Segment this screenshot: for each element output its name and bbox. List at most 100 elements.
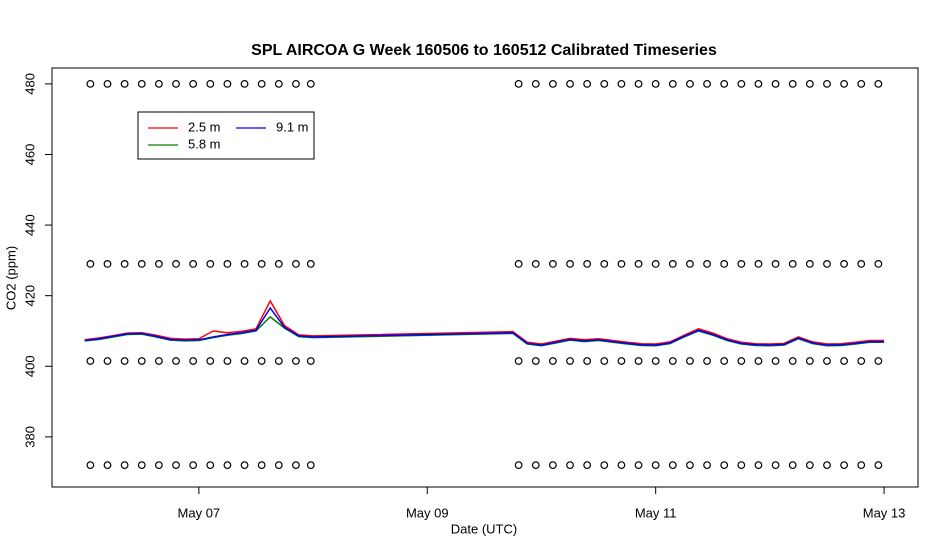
calibration-point (306, 260, 315, 268)
calibration-point (86, 79, 95, 88)
calibration-point (240, 461, 249, 470)
calibration-point (600, 357, 609, 365)
calibration-point (771, 260, 780, 268)
calibration-point (857, 357, 866, 365)
calibration-point (154, 260, 163, 268)
calibration-point (137, 79, 146, 88)
calibration-point (788, 461, 797, 470)
calibration-point (651, 260, 660, 268)
calibration-point (720, 357, 729, 365)
y-tick-label: 380 (22, 426, 37, 448)
series-line (84, 306, 885, 346)
calibration-point (754, 461, 763, 470)
calibration-point (823, 79, 831, 88)
legend-label: 2.5 m (188, 119, 221, 134)
calibration-point (617, 79, 626, 88)
calibration-point (668, 260, 677, 268)
calibration-point (857, 260, 866, 268)
calibration-point (805, 260, 814, 268)
calibration-point (805, 357, 814, 365)
calibration-point (189, 79, 198, 88)
calibration-point (103, 461, 112, 470)
calibration-point (292, 260, 300, 268)
calibration-point (737, 79, 746, 88)
calibration-point (600, 260, 609, 268)
calibration-point (206, 357, 215, 365)
calibration-point (651, 357, 660, 365)
calibration-point (240, 260, 249, 268)
y-tick-label: 460 (22, 144, 37, 166)
calibration-point (857, 79, 866, 88)
calibration-point (583, 260, 592, 268)
calibration-point (306, 357, 315, 365)
calibration-point (703, 461, 711, 470)
legend-label: 5.8 m (188, 136, 221, 151)
calibration-point (240, 79, 249, 88)
calibration-point (566, 79, 574, 88)
y-tick-label: 400 (22, 355, 37, 377)
calibration-point (86, 260, 95, 268)
legend-label: 9.1 m (276, 119, 309, 134)
calibration-point (857, 461, 866, 470)
x-axis-label: Date (UTC) (451, 521, 517, 536)
calibration-point (514, 357, 523, 365)
calibration-point (634, 461, 643, 470)
calibration-point (720, 260, 729, 268)
calibration-point (720, 79, 729, 88)
calibration-point (172, 260, 180, 268)
series-line (84, 315, 885, 347)
calibration-point (274, 357, 283, 365)
calibration-point (292, 461, 300, 470)
calibration-point (514, 461, 523, 470)
calibration-point (686, 79, 694, 88)
calibration-point (634, 79, 643, 88)
calibration-point (531, 461, 540, 470)
calibration-point (617, 260, 626, 268)
calibration-point (548, 79, 557, 88)
calibration-point (189, 461, 198, 470)
x-tick-label: May 13 (863, 505, 906, 520)
calibration-point (840, 357, 849, 365)
calibration-point (703, 79, 711, 88)
calibration-point (206, 79, 215, 88)
calibration-point (154, 357, 163, 365)
calibration-point (634, 357, 643, 365)
calibration-point (788, 357, 797, 365)
calibration-point (531, 260, 540, 268)
calibration-point (668, 357, 677, 365)
calibration-point (771, 357, 780, 365)
calibration-point (703, 357, 711, 365)
calibration-point (257, 461, 266, 470)
chart-title: SPL AIRCOA G Week 160506 to 160512 Calib… (251, 42, 717, 59)
calibration-point (548, 461, 557, 470)
calibration-point (617, 357, 626, 365)
calibration-point (120, 79, 129, 88)
calibration-point (306, 79, 315, 88)
calibration-point (120, 357, 129, 365)
calibration-point (86, 357, 95, 365)
calibration-point (874, 357, 883, 365)
calibration-point (720, 461, 729, 470)
calibration-point (274, 461, 283, 470)
calibration-point (292, 79, 300, 88)
calibration-point (566, 357, 574, 365)
calibration-point (754, 357, 763, 365)
calibration-point (154, 461, 163, 470)
series-line (84, 299, 885, 345)
calibration-point (583, 357, 592, 365)
calibration-point (223, 357, 232, 365)
plot-frame (51, 67, 919, 488)
y-tick-label: 440 (22, 214, 37, 236)
calibration-point (686, 461, 694, 470)
calibration-point (240, 357, 249, 365)
calibration-point (805, 461, 814, 470)
calibration-point (840, 461, 849, 470)
calibration-point (668, 461, 677, 470)
calibration-point (737, 461, 746, 470)
calibration-point (771, 79, 780, 88)
calibration-point (840, 260, 849, 268)
calibration-point (651, 461, 660, 470)
y-tick-label: 420 (22, 285, 37, 307)
calibration-point (514, 260, 523, 268)
